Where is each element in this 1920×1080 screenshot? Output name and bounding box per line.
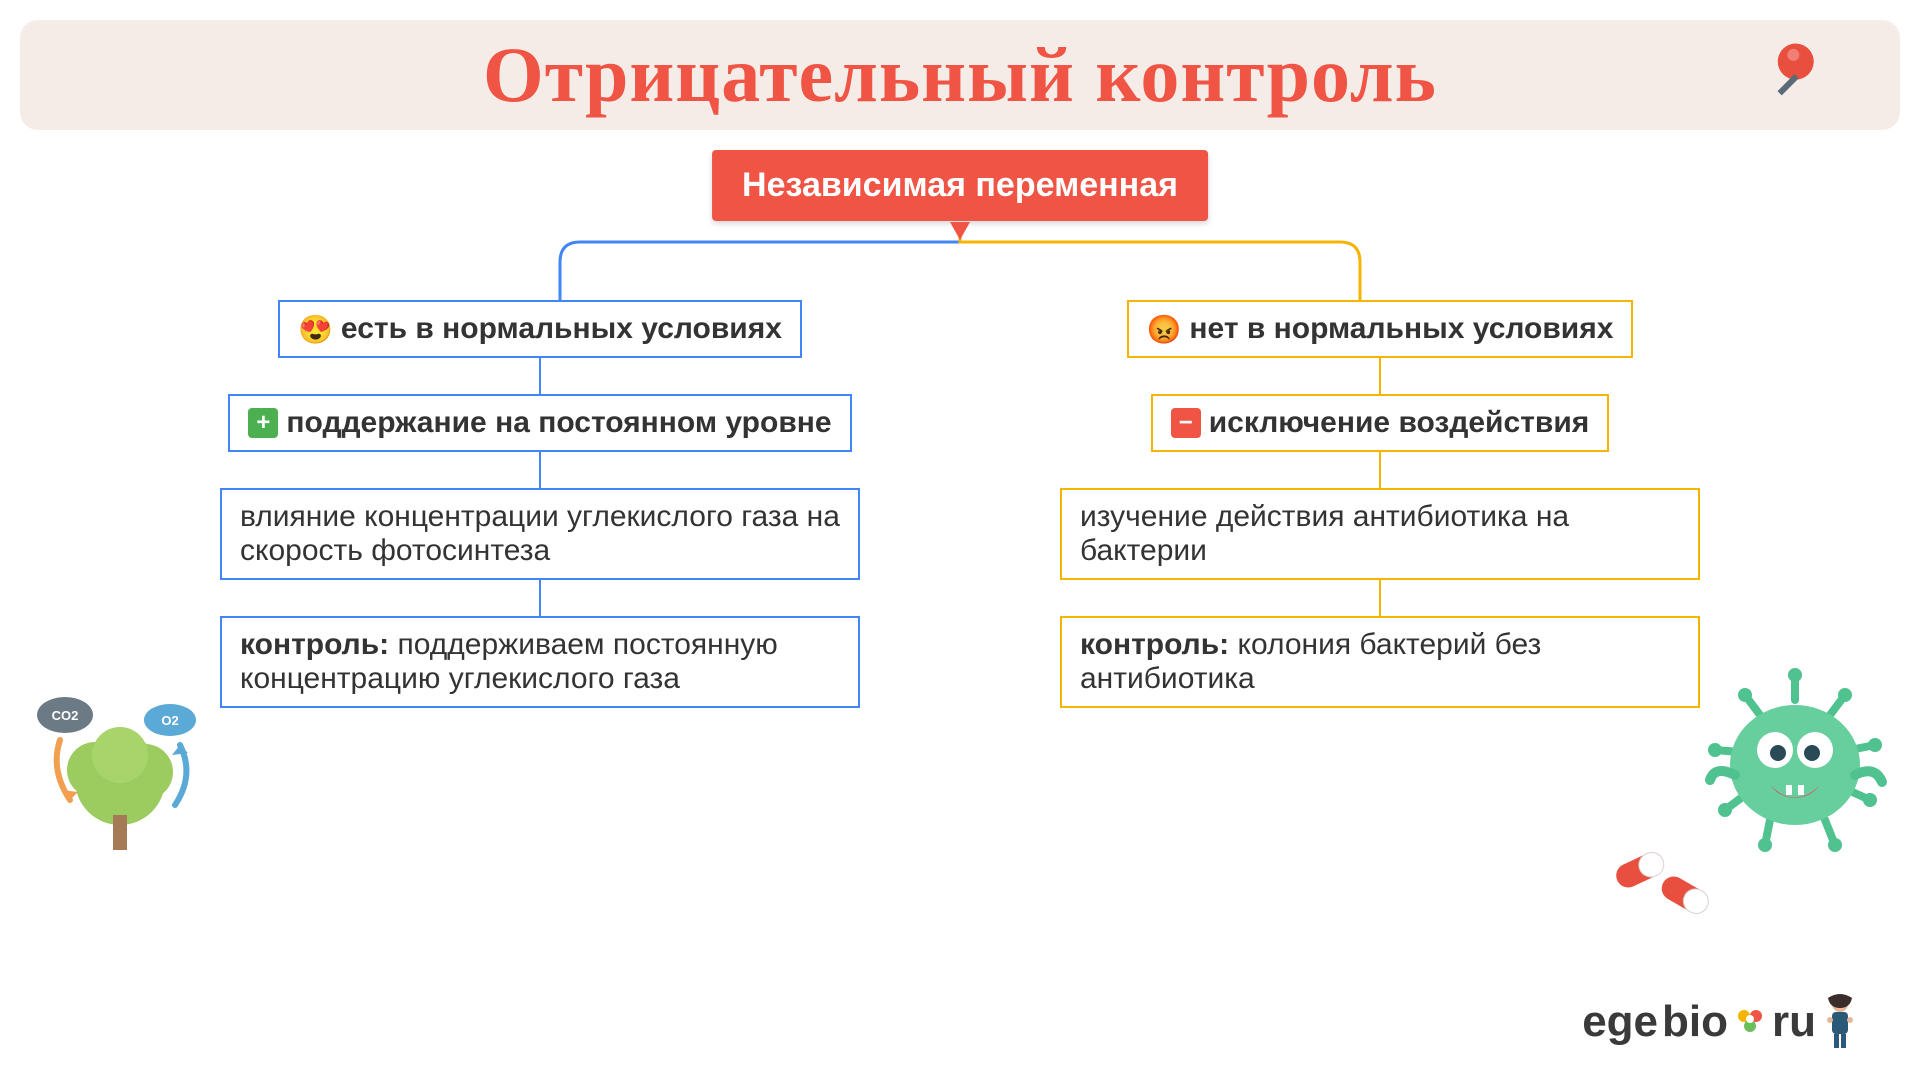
- logo-part3: ru: [1772, 997, 1816, 1047]
- right-control-node: контроль: колония бактерий без антибиоти…: [1060, 616, 1700, 708]
- logo-part1: ege: [1582, 997, 1658, 1047]
- title-bar: Отрицательный контроль: [20, 20, 1900, 130]
- right-header-node: 😡 нет в нормальных условиях: [1127, 300, 1634, 358]
- flower-icon: [1732, 1004, 1768, 1040]
- heart-eyes-emoji: 😍: [298, 313, 333, 346]
- left-action-text: поддержание на постоянном уровне: [286, 406, 831, 440]
- root-node: Независимая переменная: [712, 150, 1208, 221]
- pushpin-icon: [1747, 26, 1842, 124]
- page-title: Отрицательный контроль: [483, 30, 1437, 120]
- right-header-text: нет в нормальных условиях: [1189, 312, 1613, 346]
- left-action-node: + поддержание на постоянном уровне: [228, 394, 851, 452]
- right-example-node: изучение действия антибиотика на бактери…: [1060, 488, 1700, 580]
- logo-part2: bio: [1662, 997, 1728, 1047]
- connector: [1379, 358, 1381, 394]
- connector: [539, 358, 541, 394]
- person-icon: [1820, 994, 1860, 1050]
- connector: [1379, 580, 1381, 616]
- connector: [539, 580, 541, 616]
- left-example-node: влияние концентрации углекислого газа на…: [220, 488, 860, 580]
- angry-emoji: 😡: [1147, 313, 1182, 346]
- right-branch: 😡 нет в нормальных условиях − исключение…: [1060, 300, 1700, 708]
- left-control-label: контроль:: [240, 628, 389, 661]
- site-logo: egebio ru: [1582, 994, 1860, 1050]
- pills-icon: [1600, 830, 1720, 935]
- root-connectors: [510, 222, 1410, 302]
- left-header-text: есть в нормальных условиях: [341, 312, 782, 346]
- left-header-node: 😍 есть в нормальных условиях: [278, 300, 802, 358]
- connector: [1379, 452, 1381, 488]
- tree-co2-icon: CO2 O2: [30, 690, 210, 865]
- right-action-text: исключение воздействия: [1209, 406, 1590, 440]
- right-control-label: контроль:: [1080, 628, 1229, 661]
- bacteria-icon: [1690, 660, 1900, 875]
- svg-text:O2: O2: [161, 713, 178, 728]
- minus-icon: −: [1171, 408, 1201, 438]
- right-example-text: изучение действия антибиотика на бактери…: [1080, 500, 1680, 568]
- plus-icon: +: [248, 408, 278, 438]
- right-action-node: − исключение воздействия: [1151, 394, 1610, 452]
- left-branch: 😍 есть в нормальных условиях + поддержан…: [220, 300, 860, 708]
- left-example-text: влияние концентрации углекислого газа на…: [240, 500, 840, 568]
- left-control-node: контроль: поддерживаем постоянную концен…: [220, 616, 860, 708]
- connector: [539, 452, 541, 488]
- svg-text:CO2: CO2: [52, 708, 79, 723]
